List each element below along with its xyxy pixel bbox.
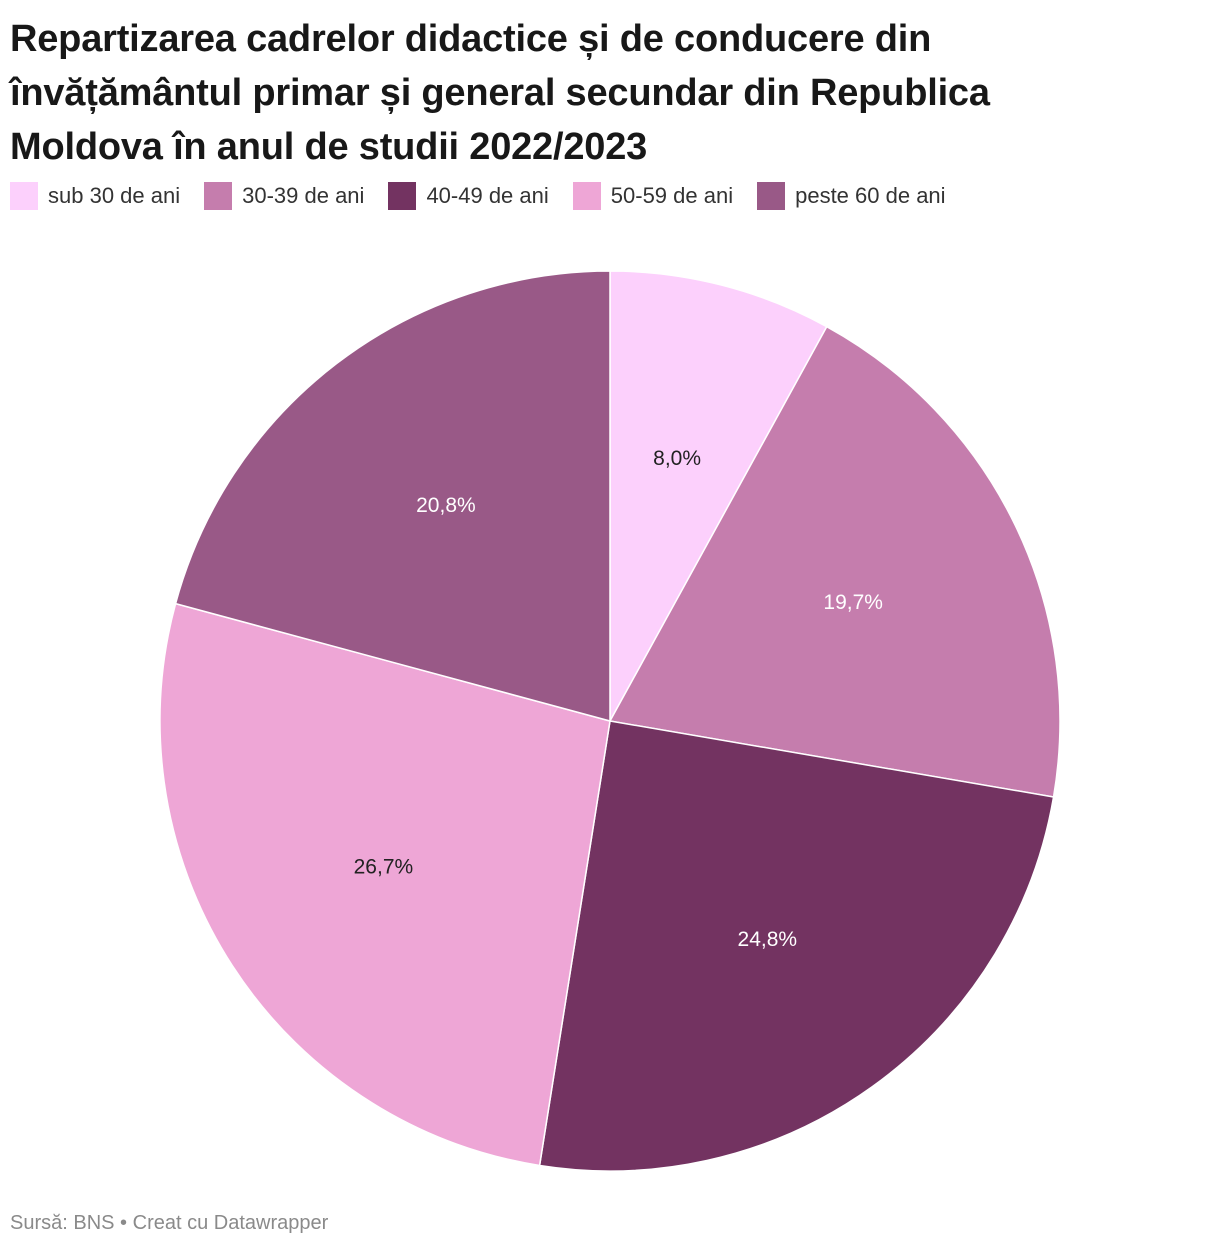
legend-swatch (388, 182, 417, 210)
pie-slice-50-59-de-ani (159, 602, 611, 1167)
legend-label: 30-39 de ani (242, 183, 365, 208)
legend-swatch (204, 182, 233, 210)
chart-legend: sub 30 de ani 30-39 de ani 40-49 de ani … (10, 182, 970, 210)
legend-label: 40-49 de ani (426, 183, 549, 208)
credit-text: Creat cu Datawrapper (132, 1212, 329, 1234)
chart-title: Repartizarea cadrelor didactice și de co… (10, 18, 990, 168)
footer-separator: • (120, 1212, 128, 1234)
legend-item-peste-60: peste 60 de ani (757, 182, 946, 210)
legend-item-50-59: 50-59 de ani (572, 182, 734, 210)
legend-item-sub-30: sub 30 de ani (10, 182, 180, 210)
slice-label-30-39-de-ani: 19,7% (823, 591, 883, 614)
legend-swatch (10, 182, 38, 210)
pie-slice-peste-60-de-ani (174, 270, 611, 722)
source-text: Sursă: BNS (10, 1212, 115, 1234)
slice-label-40-49-de-ani: 24,8% (738, 928, 798, 951)
slice-label-sub-30-de-ani: 8,0% (653, 447, 701, 470)
chart-footer: Sursă: BNS • Creat cu Datawrapper (10, 1212, 328, 1235)
legend-swatch (757, 182, 786, 210)
pie-slice-30-39-de-ani (609, 325, 1061, 798)
legend-item-30-39: 30-39 de ani (204, 182, 364, 210)
slice-label-peste-60-de-ani: 20,8% (416, 494, 476, 517)
legend-label: 50-59 de ani (610, 183, 734, 208)
legend-label: sub 30 de ani (48, 183, 181, 208)
legend-swatch (572, 182, 601, 210)
legend-label: peste 60 de ani (795, 183, 946, 208)
pie-slice-sub-30-de-ani (609, 270, 828, 722)
slice-label-50-59-de-ani: 26,7% (354, 855, 414, 878)
pie-slice-40-49-de-ani (538, 720, 1055, 1172)
legend-item-40-49: 40-49 de ani (388, 182, 549, 210)
